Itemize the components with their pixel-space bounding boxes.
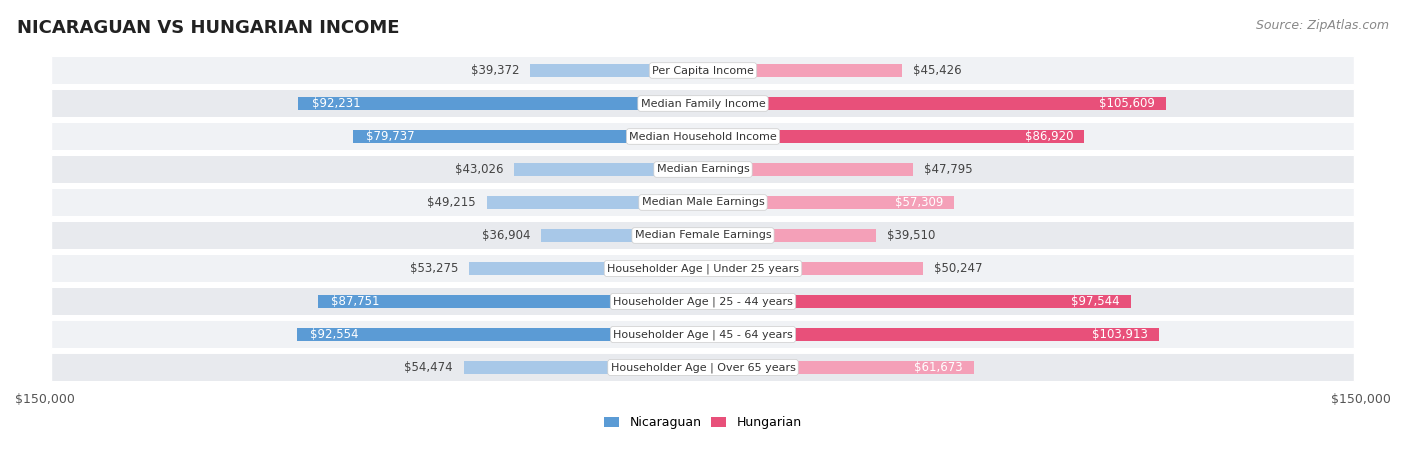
Text: Median Earnings: Median Earnings (657, 164, 749, 175)
FancyBboxPatch shape (52, 320, 1354, 349)
FancyBboxPatch shape (353, 130, 703, 143)
FancyBboxPatch shape (52, 122, 1354, 151)
FancyBboxPatch shape (52, 354, 1354, 382)
FancyBboxPatch shape (515, 163, 703, 176)
FancyBboxPatch shape (297, 328, 703, 341)
FancyBboxPatch shape (530, 64, 703, 77)
Text: $50,247: $50,247 (935, 262, 983, 275)
Text: Median Family Income: Median Family Income (641, 99, 765, 108)
Text: Householder Age | Over 65 years: Householder Age | Over 65 years (610, 362, 796, 373)
Text: Median Female Earnings: Median Female Earnings (634, 231, 772, 241)
FancyBboxPatch shape (52, 89, 1354, 118)
Text: Householder Age | 45 - 64 years: Householder Age | 45 - 64 years (613, 329, 793, 340)
Text: $57,309: $57,309 (896, 196, 943, 209)
FancyBboxPatch shape (486, 196, 703, 209)
FancyBboxPatch shape (52, 188, 1354, 217)
FancyBboxPatch shape (541, 229, 703, 242)
FancyBboxPatch shape (703, 229, 876, 242)
Text: $39,372: $39,372 (471, 64, 519, 77)
FancyBboxPatch shape (703, 361, 973, 374)
Text: $45,426: $45,426 (914, 64, 962, 77)
FancyBboxPatch shape (470, 262, 703, 275)
Text: $92,231: $92,231 (312, 97, 360, 110)
FancyBboxPatch shape (703, 328, 1159, 341)
Text: $86,920: $86,920 (1025, 130, 1073, 143)
FancyBboxPatch shape (464, 361, 703, 374)
FancyBboxPatch shape (703, 262, 924, 275)
Legend: Nicaraguan, Hungarian: Nicaraguan, Hungarian (605, 417, 801, 429)
FancyBboxPatch shape (52, 57, 1354, 85)
Text: Source: ZipAtlas.com: Source: ZipAtlas.com (1256, 19, 1389, 32)
Text: Median Male Earnings: Median Male Earnings (641, 198, 765, 207)
Text: $43,026: $43,026 (454, 163, 503, 176)
Text: $53,275: $53,275 (411, 262, 458, 275)
FancyBboxPatch shape (703, 97, 1167, 110)
Text: $49,215: $49,215 (427, 196, 477, 209)
Text: $87,751: $87,751 (332, 295, 380, 308)
Text: Householder Age | Under 25 years: Householder Age | Under 25 years (607, 263, 799, 274)
Text: $103,913: $103,913 (1092, 328, 1147, 341)
Text: $97,544: $97,544 (1071, 295, 1121, 308)
Text: $47,795: $47,795 (924, 163, 973, 176)
Text: Householder Age | 25 - 44 years: Householder Age | 25 - 44 years (613, 296, 793, 307)
FancyBboxPatch shape (298, 97, 703, 110)
FancyBboxPatch shape (52, 156, 1354, 184)
Text: $92,554: $92,554 (311, 328, 359, 341)
Text: NICARAGUAN VS HUNGARIAN INCOME: NICARAGUAN VS HUNGARIAN INCOME (17, 19, 399, 37)
FancyBboxPatch shape (52, 287, 1354, 316)
Text: $39,510: $39,510 (887, 229, 935, 242)
FancyBboxPatch shape (703, 64, 903, 77)
Text: $79,737: $79,737 (367, 130, 415, 143)
FancyBboxPatch shape (703, 196, 955, 209)
FancyBboxPatch shape (703, 163, 912, 176)
FancyBboxPatch shape (52, 221, 1354, 250)
FancyBboxPatch shape (52, 255, 1354, 283)
Text: $105,609: $105,609 (1099, 97, 1156, 110)
FancyBboxPatch shape (703, 295, 1130, 308)
FancyBboxPatch shape (318, 295, 703, 308)
Text: Median Household Income: Median Household Income (628, 132, 778, 142)
Text: Per Capita Income: Per Capita Income (652, 65, 754, 76)
Text: $36,904: $36,904 (482, 229, 530, 242)
FancyBboxPatch shape (703, 130, 1084, 143)
Text: $61,673: $61,673 (914, 361, 963, 374)
Text: $54,474: $54,474 (405, 361, 453, 374)
